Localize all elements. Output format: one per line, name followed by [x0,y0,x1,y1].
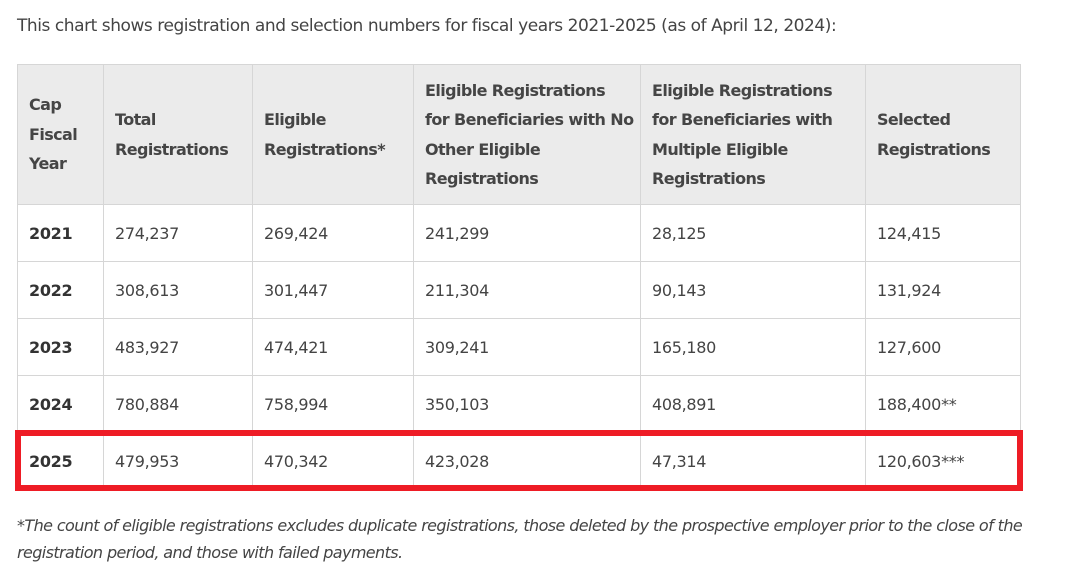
table-row: 2021 274,237 269,424 241,299 28,125 124,… [17,204,1021,262]
header-multiple-eligible: Eligible Registrations for Beneficiaries… [640,64,866,205]
header-cap-fiscal-year: Cap Fiscal Year [17,64,104,205]
cell-selected: 127,600 [865,318,1021,376]
registration-table: Cap Fiscal Year Total Registrations Elig… [17,64,1021,490]
cell-eligible: 474,421 [252,318,414,376]
header-total-registrations: Total Registrations [103,64,253,205]
cell-multiple: 408,891 [640,375,866,433]
table-row: 2024 780,884 758,994 350,103 408,891 188… [17,375,1021,433]
cell-eligible: 301,447 [252,261,414,319]
cell-no-other: 350,103 [413,375,641,433]
cell-year: 2024 [17,375,104,433]
header-selected-registrations: Selected Registrations [865,64,1021,205]
cell-year: 2025 [17,432,104,490]
cell-selected: 124,415 [865,204,1021,262]
cell-year: 2023 [17,318,104,376]
cell-selected: 120,603*** [865,432,1021,490]
cell-no-other: 211,304 [413,261,641,319]
cell-multiple: 28,125 [640,204,866,262]
cell-eligible: 269,424 [252,204,414,262]
cell-total: 274,237 [103,204,253,262]
header-no-other-eligible: Eligible Registrations for Beneficiaries… [413,64,641,205]
footnote: *The count of eligible registrations exc… [17,516,1023,562]
cell-eligible: 470,342 [252,432,414,490]
cell-total: 308,613 [103,261,253,319]
cell-selected: 188,400** [865,375,1021,433]
cell-no-other: 309,241 [413,318,641,376]
cell-year: 2022 [17,261,104,319]
table-row-highlighted: 2025 479,953 470,342 423,028 47,314 120,… [17,432,1021,490]
header-eligible-registrations: Eligible Registrations* [252,64,414,205]
cell-total: 780,884 [103,375,253,433]
cell-total: 479,953 [103,432,253,490]
intro-text: This chart shows registration and select… [17,16,837,36]
cell-multiple: 90,143 [640,261,866,319]
cell-year: 2021 [17,204,104,262]
cell-multiple: 165,180 [640,318,866,376]
cell-selected: 131,924 [865,261,1021,319]
table-row: 2022 308,613 301,447 211,304 90,143 131,… [17,261,1021,319]
table-header-row: Cap Fiscal Year Total Registrations Elig… [17,64,1021,205]
cell-eligible: 758,994 [252,375,414,433]
cell-no-other: 241,299 [413,204,641,262]
cell-no-other: 423,028 [413,432,641,490]
table-row: 2023 483,927 474,421 309,241 165,180 127… [17,318,1021,376]
cell-total: 483,927 [103,318,253,376]
cell-multiple: 47,314 [640,432,866,490]
